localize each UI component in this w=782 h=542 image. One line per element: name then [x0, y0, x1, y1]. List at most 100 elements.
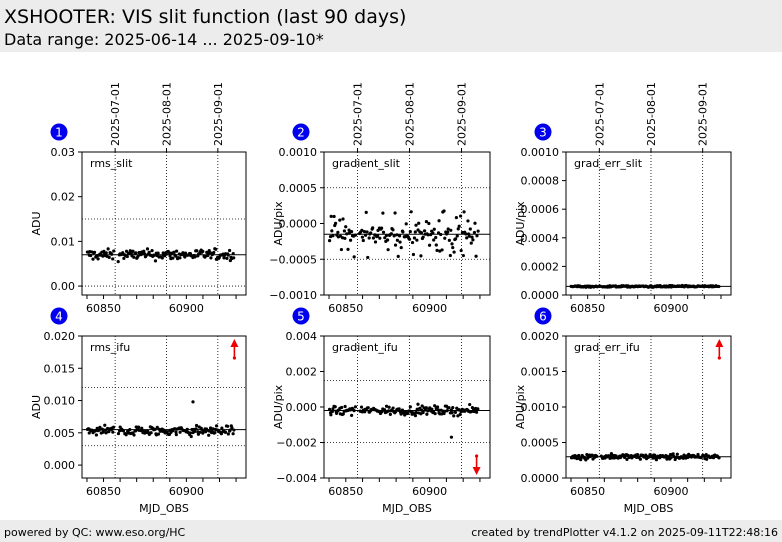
data-point [409, 210, 413, 214]
data-point [595, 454, 599, 458]
data-point [387, 405, 391, 409]
y-tick-label: 0.0008 [521, 175, 560, 188]
y-tick-label: 0.0010 [521, 401, 560, 414]
page-title: XSHOOTER: VIS slit function (last 90 day… [4, 6, 407, 28]
data-point [174, 433, 178, 437]
data-point [131, 249, 135, 253]
data-point [398, 240, 402, 244]
data-point [220, 426, 224, 430]
panel-number-badge [292, 307, 310, 325]
data-point [442, 209, 446, 213]
data-point [393, 243, 398, 247]
data-point [98, 425, 102, 429]
y-tick-label: 0.0006 [521, 203, 560, 216]
data-point [475, 234, 479, 238]
data-point [214, 247, 218, 251]
data-point [653, 453, 657, 457]
data-point [585, 452, 589, 457]
data-point [425, 412, 429, 416]
data-point [164, 252, 168, 256]
data-point [366, 406, 370, 410]
data-point [104, 431, 108, 435]
data-point [381, 211, 385, 215]
data-point [345, 232, 349, 236]
plot-frame [323, 335, 491, 479]
data-point [577, 453, 581, 458]
date-tick-label: 2025-09-01 [212, 82, 225, 146]
data-point [222, 256, 226, 260]
data-point [156, 251, 160, 255]
data-point [461, 253, 465, 258]
date-tick-label: 2025-07-01 [593, 82, 606, 146]
data-point [408, 405, 412, 409]
panel-label: rms_ifu [90, 341, 130, 354]
panel-label: gradient_ifu [332, 341, 398, 354]
data-point [198, 430, 202, 434]
x-tick-label: 60850 [570, 485, 605, 498]
outlier-arrow-head [715, 339, 724, 347]
panel-number-badge [534, 123, 552, 141]
data-point [207, 433, 211, 437]
data-point [410, 240, 415, 245]
data-point [359, 405, 364, 409]
data-point [415, 407, 419, 411]
data-point [443, 409, 447, 413]
data-point [717, 284, 721, 289]
data-point [421, 410, 425, 415]
data-point [452, 414, 456, 418]
footer-bar: powered by QC: www.eso.org/HC created by… [0, 520, 782, 542]
data-point [449, 408, 454, 412]
plot-frame [81, 151, 247, 296]
data-point [443, 236, 447, 240]
y-tick-label: 0.010 [44, 395, 76, 408]
x-tick-label: 60850 [570, 302, 605, 315]
data-point [459, 248, 463, 253]
data-point [364, 210, 368, 215]
x-axis-label: MJD_OBS [382, 502, 432, 515]
data-point [384, 404, 389, 408]
chart-panel-1: 0.03 0.02 0.01 0.00 60850 60900 2025-07-01 2025… [30, 82, 247, 315]
data-point [96, 257, 100, 261]
data-point [160, 256, 164, 260]
data-point [106, 247, 110, 251]
data-point [433, 411, 437, 416]
data-point [419, 408, 424, 412]
data-point [132, 255, 136, 259]
data-point [223, 430, 228, 434]
y-tick-label: 0.03 [51, 146, 76, 159]
data-point [373, 240, 378, 244]
data-point [327, 239, 332, 243]
data-point [451, 405, 455, 410]
data-point [474, 254, 478, 258]
data-point [407, 237, 412, 241]
data-point [189, 434, 193, 439]
data-point [408, 229, 412, 234]
data-point [128, 427, 132, 432]
outlier-arrow-head [472, 467, 481, 475]
y-tick-label: 0.015 [44, 362, 76, 375]
data-point [469, 409, 473, 414]
data-point [433, 404, 437, 408]
panel-number-badge [534, 307, 552, 325]
data-point [396, 254, 400, 258]
data-point [435, 405, 440, 409]
data-point [469, 241, 473, 245]
x-tick-label: 60900 [654, 485, 689, 498]
data-point [137, 425, 141, 429]
data-point [450, 242, 454, 246]
data-point [380, 226, 384, 230]
y-tick-label: 0.004 [286, 330, 318, 343]
data-point [413, 414, 418, 418]
data-point [339, 247, 344, 252]
data-point [94, 433, 98, 437]
data-point [93, 429, 97, 433]
data-point [173, 427, 177, 431]
data-point [427, 221, 431, 226]
data-point [453, 410, 458, 414]
data-point [331, 407, 335, 411]
outlier-arrow-base [474, 454, 479, 458]
data-point [181, 251, 185, 255]
data-point [385, 238, 390, 242]
data-point [178, 256, 182, 260]
panel-number: 3 [539, 126, 547, 140]
